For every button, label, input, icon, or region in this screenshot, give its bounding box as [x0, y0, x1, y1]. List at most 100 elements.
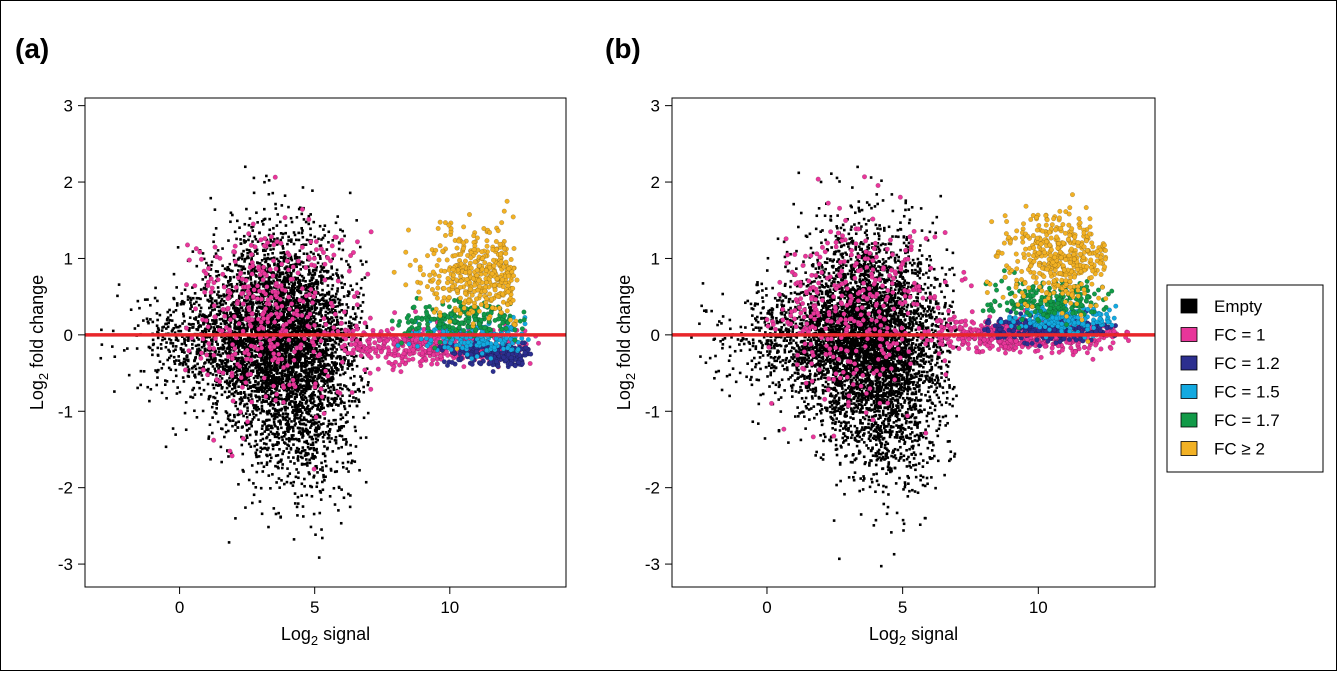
data-point	[188, 375, 191, 378]
data-point	[300, 368, 303, 371]
data-point	[270, 327, 273, 330]
data-point	[335, 397, 338, 400]
data-point	[334, 470, 337, 473]
data-point	[253, 269, 256, 272]
data-point	[257, 462, 260, 465]
data-point	[286, 326, 289, 329]
data-point	[268, 386, 271, 389]
data-point	[308, 307, 311, 310]
data-point	[335, 439, 338, 442]
data-point	[207, 437, 210, 440]
data-point	[269, 439, 272, 442]
data-point	[352, 307, 355, 310]
data-point	[300, 362, 303, 365]
data-point	[164, 379, 167, 382]
data-point	[325, 364, 328, 367]
data-point	[234, 405, 237, 408]
data-point	[276, 372, 279, 375]
data-point	[348, 394, 351, 397]
data-point	[220, 322, 223, 325]
data-point	[212, 365, 215, 368]
data-point	[250, 425, 253, 428]
data-point	[297, 455, 300, 458]
data-point	[209, 423, 212, 426]
data-point	[322, 436, 325, 439]
data-point	[306, 239, 309, 242]
data-point	[302, 277, 305, 280]
data-point	[284, 301, 287, 304]
data-point	[354, 430, 357, 433]
data-point	[356, 365, 359, 368]
data-point	[314, 308, 317, 311]
data-point	[297, 471, 300, 474]
data-point	[231, 425, 234, 428]
data-point	[266, 425, 269, 428]
data-point	[321, 289, 324, 292]
data-point	[118, 283, 121, 286]
data-point	[348, 405, 351, 408]
data-point	[128, 374, 131, 377]
data-point	[354, 460, 357, 463]
data-point	[305, 411, 308, 414]
data-point	[256, 400, 259, 403]
data-point	[231, 214, 234, 217]
data-point	[301, 482, 304, 485]
data-point	[236, 408, 239, 411]
data-point	[171, 319, 174, 322]
data-point	[271, 365, 274, 368]
data-point	[146, 317, 149, 320]
data-point	[233, 276, 236, 279]
data-point	[362, 386, 365, 389]
data-point	[235, 357, 238, 360]
data-point	[233, 366, 236, 369]
data-point	[288, 313, 291, 316]
data-point	[343, 235, 346, 238]
data-point	[259, 262, 262, 265]
data-point	[253, 390, 256, 393]
data-point	[256, 359, 259, 362]
data-point	[212, 373, 215, 376]
data-point	[178, 359, 181, 362]
data-point	[312, 253, 315, 256]
data-point	[308, 269, 311, 272]
data-point	[313, 315, 316, 318]
data-point	[243, 346, 246, 349]
data-point	[280, 427, 283, 430]
data-point	[345, 438, 348, 441]
data-point	[317, 262, 320, 265]
data-point	[203, 389, 206, 392]
data-point	[348, 320, 351, 323]
data-point	[241, 296, 244, 299]
data-point	[176, 302, 179, 305]
data-point	[321, 469, 324, 472]
data-point	[218, 350, 221, 353]
data-point	[196, 381, 199, 384]
data-point	[221, 247, 224, 250]
data-point	[294, 253, 297, 256]
data-point	[193, 359, 196, 362]
data-point	[307, 338, 310, 341]
data-point	[279, 221, 282, 224]
data-point	[209, 297, 212, 300]
data-point	[345, 303, 348, 306]
data-point	[251, 229, 254, 232]
data-point	[355, 355, 358, 358]
data-point	[182, 312, 185, 315]
data-point	[282, 381, 285, 384]
data-point	[290, 257, 293, 260]
data-point	[354, 426, 357, 429]
data-point	[241, 255, 244, 258]
data-point	[212, 322, 215, 325]
data-point	[194, 318, 197, 321]
data-point	[362, 294, 365, 297]
data-point	[304, 370, 307, 373]
data-point	[356, 283, 359, 286]
data-point	[217, 249, 220, 252]
data-point	[225, 369, 228, 372]
data-point	[270, 287, 273, 290]
data-point	[261, 405, 264, 408]
data-point	[183, 301, 186, 304]
data-point	[188, 368, 191, 371]
data-point	[288, 437, 291, 440]
data-point	[250, 338, 253, 341]
